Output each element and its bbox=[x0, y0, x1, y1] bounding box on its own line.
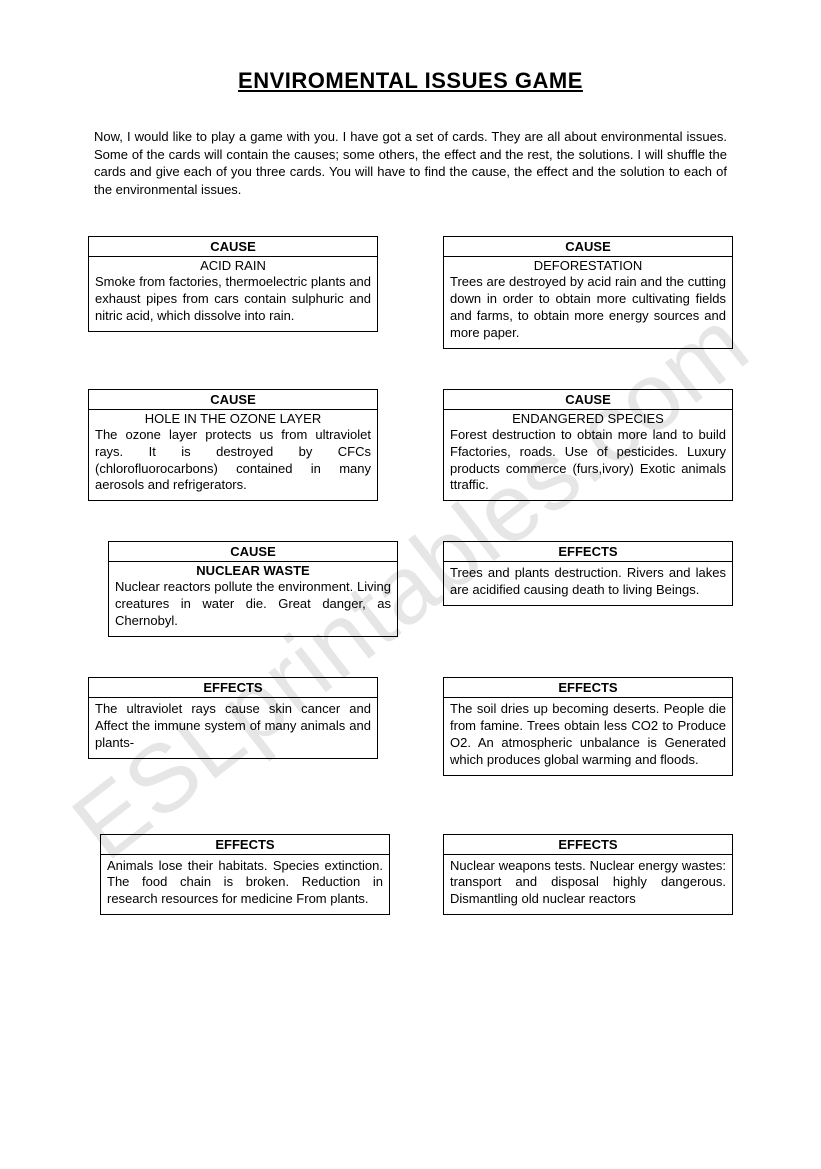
card-subtitle: NUCLEAR WASTE bbox=[109, 562, 397, 578]
card-header: CAUSE bbox=[444, 390, 732, 410]
card-row: EFFECTS Animals lose their habitats. Spe… bbox=[88, 834, 733, 916]
card-cause-ozone: CAUSE HOLE IN THE OZONE LAYER The ozone … bbox=[88, 389, 378, 502]
card-effects-habitats: EFFECTS Animals lose their habitats. Spe… bbox=[100, 834, 390, 916]
card-row: EFFECTS The ultraviolet rays cause skin … bbox=[88, 677, 733, 776]
card-cause-deforestation: CAUSE DEFORESTATION Trees are destroyed … bbox=[443, 236, 733, 349]
card-effects-nuclear-weapons: EFFECTS Nuclear weapons tests. Nuclear e… bbox=[443, 834, 733, 916]
card-effects-uv: EFFECTS The ultraviolet rays cause skin … bbox=[88, 677, 378, 759]
card-row: CAUSE ACID RAIN Smoke from factories, th… bbox=[88, 236, 733, 349]
cards-container: CAUSE ACID RAIN Smoke from factories, th… bbox=[88, 236, 733, 915]
card-header: EFFECTS bbox=[101, 835, 389, 855]
card-body: Trees and plants destruction. Rivers and… bbox=[444, 562, 732, 605]
card-cause-endangered: CAUSE ENDANGERED SPECIES Forest destruct… bbox=[443, 389, 733, 502]
card-body: Animals lose their habitats. Species ext… bbox=[101, 855, 389, 915]
card-body: Nuclear weapons tests. Nuclear energy wa… bbox=[444, 855, 732, 915]
card-subtitle: DEFORESTATION bbox=[444, 257, 732, 273]
card-header: EFFECTS bbox=[444, 542, 732, 562]
card-header: EFFECTS bbox=[444, 678, 732, 698]
card-header: CAUSE bbox=[109, 542, 397, 562]
card-body: Smoke from factories, thermoelectric pla… bbox=[89, 273, 377, 331]
card-cause-acid-rain: CAUSE ACID RAIN Smoke from factories, th… bbox=[88, 236, 378, 332]
card-row: CAUSE HOLE IN THE OZONE LAYER The ozone … bbox=[88, 389, 733, 502]
card-header: CAUSE bbox=[444, 237, 732, 257]
card-body: The ultraviolet rays cause skin cancer a… bbox=[89, 698, 377, 758]
card-subtitle: HOLE IN THE OZONE LAYER bbox=[89, 410, 377, 426]
card-body: The soil dries up becoming deserts. Peop… bbox=[444, 698, 732, 775]
card-body: Trees are destroyed by acid rain and the… bbox=[444, 273, 732, 348]
card-body: Nuclear reactors pollute the environment… bbox=[109, 578, 397, 636]
card-header: EFFECTS bbox=[89, 678, 377, 698]
card-subtitle: ACID RAIN bbox=[89, 257, 377, 273]
card-effects-trees: EFFECTS Trees and plants destruction. Ri… bbox=[443, 541, 733, 606]
card-header: CAUSE bbox=[89, 390, 377, 410]
card-body: Forest destruction to obtain more land t… bbox=[444, 426, 732, 501]
intro-paragraph: Now, I would like to play a game with yo… bbox=[88, 128, 733, 198]
card-cause-nuclear: CAUSE NUCLEAR WASTE Nuclear reactors pol… bbox=[108, 541, 398, 637]
card-subtitle: ENDANGERED SPECIES bbox=[444, 410, 732, 426]
card-effects-soil: EFFECTS The soil dries up becoming deser… bbox=[443, 677, 733, 776]
card-body: The ozone layer protects us from ultravi… bbox=[89, 426, 377, 501]
page-title: ENVIROMENTAL ISSUES GAME bbox=[88, 68, 733, 94]
card-row: CAUSE NUCLEAR WASTE Nuclear reactors pol… bbox=[88, 541, 733, 637]
card-header: CAUSE bbox=[89, 237, 377, 257]
card-header: EFFECTS bbox=[444, 835, 732, 855]
